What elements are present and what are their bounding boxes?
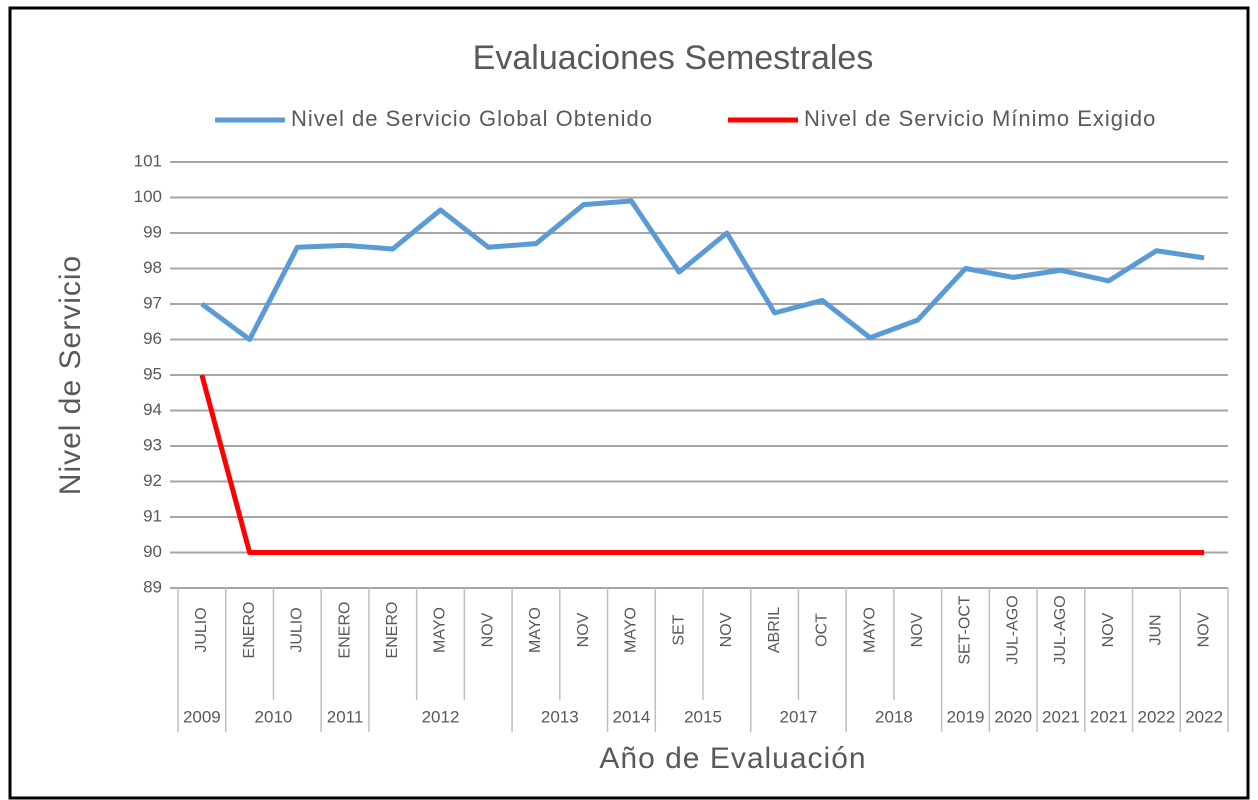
series-line	[200, 198, 1205, 342]
x-tick-label: MAYO	[861, 607, 878, 653]
x-tick-label: NOV	[1195, 612, 1212, 647]
x-group-label: 2012	[422, 707, 460, 726]
y-tick-label: 89	[143, 577, 162, 596]
x-group-label: 2009	[183, 707, 221, 726]
y-tick-label: 97	[143, 293, 162, 312]
x-group-label: 2020	[994, 707, 1032, 726]
y-tick-label: 94	[143, 400, 162, 419]
x-axis-label: Año de Evaluación	[599, 742, 866, 775]
legend-label: Nivel de Servicio Mínimo Exigido	[804, 106, 1156, 131]
y-axis-label: Nivel de Servicio	[54, 255, 87, 495]
x-group-label: 2019	[947, 707, 985, 726]
x-tick-label: ENERO	[384, 602, 401, 659]
x-group-label: 2022	[1185, 707, 1223, 726]
x-group-label: 2015	[684, 707, 722, 726]
y-tick-label: 98	[143, 258, 162, 277]
x-tick-label: ABRIL	[766, 607, 783, 653]
x-tick-label: JULIO	[289, 607, 306, 652]
x-tick-label: ENERO	[241, 602, 258, 659]
y-tick-label: 96	[143, 329, 162, 348]
x-tick-label: NOV	[575, 612, 592, 647]
x-tick-label: SET-OCT	[957, 595, 974, 665]
x-group-label: 2014	[612, 707, 650, 726]
y-tick-label: 95	[143, 364, 162, 383]
x-group-label: 2017	[780, 707, 818, 726]
x-group-label: 2018	[875, 707, 913, 726]
series-line	[199, 374, 1205, 555]
chart-frame	[8, 6, 1250, 800]
x-group-label: 2011	[327, 707, 364, 726]
x-tick-label: NOV	[1100, 612, 1117, 647]
x-tick-label: MAYO	[527, 607, 544, 653]
x-tick-label: JULIO	[193, 607, 210, 652]
x-tick-label: JUN	[1148, 614, 1165, 645]
y-tick-label: 92	[143, 471, 162, 490]
x-tick-label: NOV	[479, 612, 496, 647]
y-tick-label: 93	[143, 435, 162, 454]
x-group-label: 2022	[1137, 707, 1175, 726]
x-tick-label: SET	[670, 614, 687, 645]
x-group-label: 2021	[1042, 707, 1080, 726]
x-tick-label: ENERO	[336, 602, 353, 659]
y-tick-label: 99	[143, 222, 162, 241]
x-group-label: 2021	[1090, 707, 1128, 726]
legend-label: Nivel de Servicio Global Obtenido	[291, 106, 653, 131]
x-tick-label: OCT	[814, 613, 831, 647]
x-tick-label: MAYO	[432, 607, 449, 653]
x-group-label: 2010	[255, 707, 293, 726]
y-tick-label: 90	[143, 542, 162, 561]
y-tick-label: 100	[134, 187, 162, 206]
x-tick-label: JUL-AGO	[1052, 595, 1069, 664]
chart-title: Evaluaciones Semestrales	[473, 39, 874, 77]
x-tick-label: MAYO	[623, 607, 640, 653]
x-tick-label: JUL-AGO	[1004, 595, 1021, 664]
x-tick-label: NOV	[909, 612, 926, 647]
y-tick-label: 101	[134, 151, 162, 170]
x-tick-label: NOV	[718, 612, 735, 647]
x-group-label: 2013	[541, 707, 579, 726]
y-tick-label: 91	[143, 506, 162, 525]
